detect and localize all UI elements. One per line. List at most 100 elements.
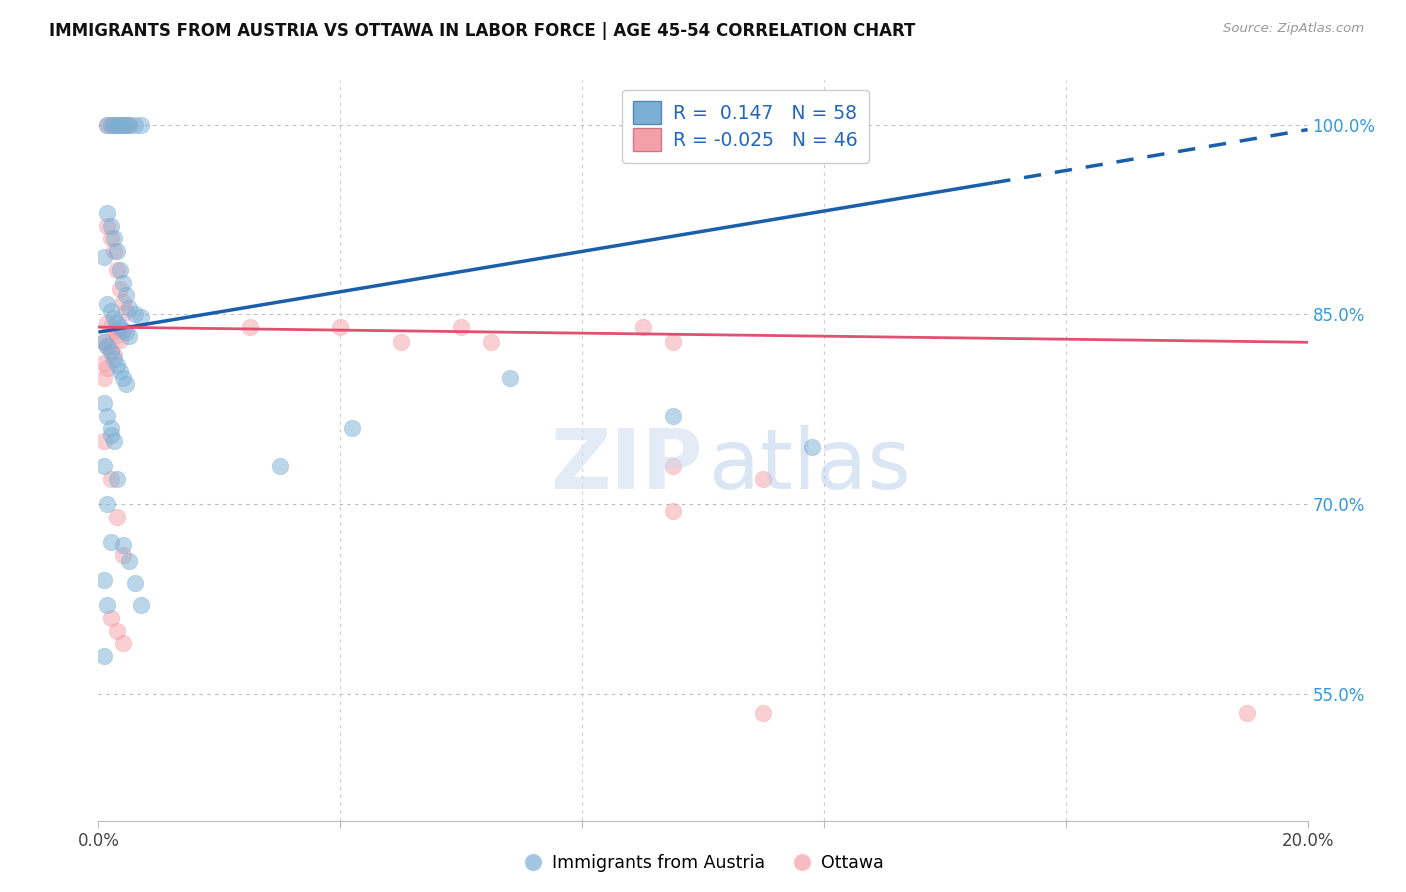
Point — [105, 472, 128, 486]
Point — [105, 244, 128, 259]
Text: ZIP: ZIP — [551, 425, 703, 506]
Legend: Immigrants from Austria, Ottawa: Immigrants from Austria, Ottawa — [516, 847, 890, 879]
Point — [118, 301, 141, 315]
Point — [103, 118, 125, 132]
Point — [100, 320, 122, 334]
Point — [100, 345, 122, 359]
Point — [752, 706, 775, 720]
Point — [111, 538, 134, 552]
Point — [389, 335, 412, 350]
Point — [96, 219, 118, 233]
Point — [96, 409, 118, 423]
Point — [118, 118, 141, 132]
Point — [96, 339, 118, 353]
Point — [93, 335, 115, 350]
Text: atlas: atlas — [709, 425, 911, 506]
Point — [661, 335, 683, 350]
Point — [631, 320, 654, 334]
Point — [498, 370, 520, 384]
Point — [100, 343, 122, 357]
Point — [661, 459, 683, 474]
Point — [100, 535, 122, 549]
Point — [105, 624, 128, 638]
Point — [329, 320, 352, 334]
Point — [124, 575, 146, 590]
Point — [100, 421, 122, 435]
Point — [111, 294, 134, 309]
Point — [93, 335, 115, 350]
Point — [111, 548, 134, 562]
Point — [96, 497, 118, 511]
Point — [108, 282, 131, 296]
Point — [96, 599, 118, 613]
Point — [752, 472, 775, 486]
Point — [108, 333, 131, 347]
Point — [103, 434, 125, 448]
Point — [111, 636, 134, 650]
Point — [93, 370, 115, 384]
Point — [105, 316, 128, 330]
Point — [124, 307, 146, 321]
Point — [103, 244, 125, 259]
Point — [114, 118, 136, 132]
Point — [105, 327, 128, 342]
Point — [239, 320, 262, 334]
Point — [100, 427, 122, 442]
Point — [114, 325, 136, 339]
Point — [93, 573, 115, 587]
Point — [108, 263, 131, 277]
Point — [96, 316, 118, 330]
Point — [96, 118, 118, 132]
Point — [96, 118, 118, 132]
Point — [114, 288, 136, 302]
Point — [661, 409, 683, 423]
Point — [108, 320, 131, 334]
Point — [342, 421, 364, 435]
Point — [118, 118, 141, 132]
Point — [100, 472, 122, 486]
Point — [124, 118, 146, 132]
Point — [93, 434, 115, 448]
Point — [100, 611, 122, 625]
Point — [129, 310, 152, 324]
Point — [100, 118, 122, 132]
Point — [450, 320, 472, 334]
Point — [103, 311, 125, 326]
Point — [661, 503, 683, 517]
Point — [114, 118, 136, 132]
Point — [118, 554, 141, 568]
Point — [103, 348, 125, 362]
Point — [111, 118, 134, 132]
Point — [93, 459, 115, 474]
Point — [105, 118, 128, 132]
Point — [108, 118, 131, 132]
Point — [105, 358, 128, 372]
Point — [108, 118, 131, 132]
Legend: R =  0.147   N = 58, R = -0.025   N = 46: R = 0.147 N = 58, R = -0.025 N = 46 — [621, 90, 869, 162]
Point — [114, 305, 136, 319]
Point — [800, 440, 823, 454]
Text: Source: ZipAtlas.com: Source: ZipAtlas.com — [1223, 22, 1364, 36]
Point — [111, 118, 134, 132]
Point — [481, 335, 503, 350]
Point — [100, 118, 122, 132]
Point — [105, 263, 128, 277]
Point — [96, 206, 118, 220]
Point — [111, 323, 134, 337]
Point — [114, 377, 136, 392]
Point — [96, 360, 118, 375]
Point — [103, 324, 125, 338]
Point — [100, 303, 122, 318]
Point — [111, 276, 134, 290]
Point — [129, 118, 152, 132]
Point — [105, 509, 128, 524]
Point — [93, 355, 115, 369]
Point — [1236, 706, 1258, 720]
Point — [96, 339, 118, 353]
Point — [129, 599, 152, 613]
Text: IMMIGRANTS FROM AUSTRIA VS OTTAWA IN LABOR FORCE | AGE 45-54 CORRELATION CHART: IMMIGRANTS FROM AUSTRIA VS OTTAWA IN LAB… — [49, 22, 915, 40]
Point — [100, 231, 122, 245]
Point — [103, 118, 125, 132]
Point — [269, 459, 291, 474]
Point — [108, 364, 131, 378]
